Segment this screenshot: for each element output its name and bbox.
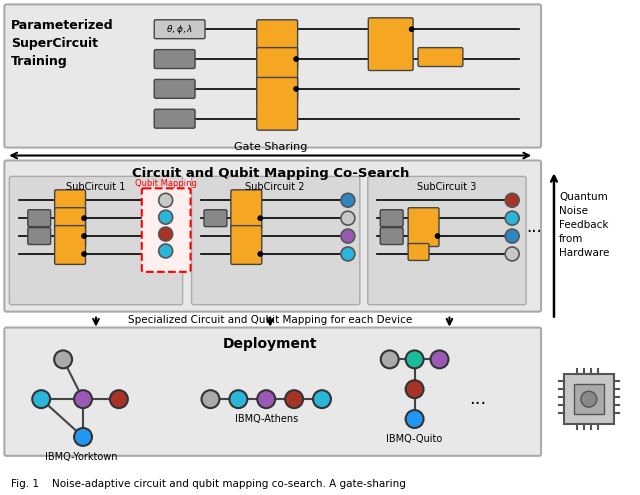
FancyBboxPatch shape (10, 176, 182, 305)
FancyBboxPatch shape (28, 210, 51, 227)
Circle shape (258, 216, 263, 221)
FancyBboxPatch shape (154, 20, 205, 39)
Circle shape (294, 56, 299, 61)
Circle shape (81, 234, 86, 239)
FancyBboxPatch shape (418, 48, 463, 66)
Text: IBMQ-Athens: IBMQ-Athens (235, 414, 298, 424)
Circle shape (435, 234, 440, 239)
Circle shape (341, 247, 355, 261)
Text: Specialized Circuit and Qubit Mapping for each Device: Specialized Circuit and Qubit Mapping fo… (128, 315, 412, 325)
Circle shape (406, 380, 424, 398)
Circle shape (229, 390, 247, 408)
FancyBboxPatch shape (142, 188, 191, 272)
Circle shape (381, 350, 399, 368)
Circle shape (431, 350, 449, 368)
Text: Gate Sharing: Gate Sharing (234, 142, 307, 151)
FancyBboxPatch shape (408, 244, 429, 260)
Circle shape (159, 244, 173, 258)
Text: Circuit and Qubit Mapping Co-Search: Circuit and Qubit Mapping Co-Search (132, 167, 409, 181)
Text: Deployment: Deployment (223, 338, 317, 351)
Circle shape (581, 391, 596, 407)
Circle shape (313, 390, 331, 408)
Circle shape (159, 194, 173, 207)
Text: Parameterized
SuperCircuit
Training: Parameterized SuperCircuit Training (12, 19, 114, 68)
Circle shape (159, 210, 173, 224)
FancyBboxPatch shape (54, 226, 86, 264)
FancyBboxPatch shape (231, 226, 262, 264)
Circle shape (406, 350, 424, 368)
Text: Quantum
Noise
Feedback
from
Hardware: Quantum Noise Feedback from Hardware (559, 192, 609, 258)
Circle shape (406, 410, 424, 428)
Circle shape (202, 390, 220, 408)
FancyBboxPatch shape (204, 210, 227, 227)
Circle shape (505, 247, 519, 261)
Text: IBMQ-Yorktown: IBMQ-Yorktown (45, 452, 117, 462)
FancyBboxPatch shape (408, 208, 439, 247)
Text: ...: ... (469, 390, 486, 408)
Circle shape (505, 194, 519, 207)
Circle shape (505, 211, 519, 225)
FancyBboxPatch shape (4, 4, 541, 148)
Text: SubCircuit 1: SubCircuit 1 (67, 182, 125, 193)
FancyBboxPatch shape (257, 77, 298, 130)
FancyBboxPatch shape (257, 20, 298, 68)
Circle shape (341, 229, 355, 243)
FancyBboxPatch shape (231, 190, 262, 229)
Circle shape (74, 428, 92, 446)
FancyBboxPatch shape (380, 228, 403, 245)
Circle shape (294, 87, 299, 92)
FancyBboxPatch shape (154, 109, 195, 128)
Circle shape (257, 390, 275, 408)
Circle shape (258, 251, 263, 256)
FancyBboxPatch shape (368, 18, 413, 70)
Circle shape (32, 390, 50, 408)
Circle shape (285, 390, 303, 408)
Text: Fig. 1    Noise-adaptive circuit and qubit mapping co-search. A gate-sharing: Fig. 1 Noise-adaptive circuit and qubit … (12, 479, 406, 489)
Circle shape (159, 227, 173, 241)
FancyBboxPatch shape (4, 160, 541, 312)
Text: IBMQ-Quito: IBMQ-Quito (387, 434, 443, 444)
Circle shape (505, 229, 519, 243)
FancyBboxPatch shape (154, 50, 195, 68)
FancyBboxPatch shape (564, 374, 614, 424)
FancyBboxPatch shape (54, 208, 86, 247)
Circle shape (54, 350, 72, 368)
FancyBboxPatch shape (257, 48, 298, 100)
Text: SubCircuit 3: SubCircuit 3 (417, 182, 476, 193)
Text: Qubit Mapping: Qubit Mapping (135, 179, 196, 188)
Circle shape (110, 390, 128, 408)
Circle shape (341, 211, 355, 225)
FancyBboxPatch shape (191, 176, 360, 305)
Circle shape (81, 216, 86, 221)
FancyBboxPatch shape (28, 228, 51, 245)
Circle shape (74, 390, 92, 408)
Circle shape (341, 194, 355, 207)
FancyBboxPatch shape (154, 80, 195, 99)
Text: SubCircuit 2: SubCircuit 2 (246, 182, 305, 193)
FancyBboxPatch shape (368, 176, 526, 305)
Circle shape (81, 251, 86, 256)
Circle shape (409, 27, 414, 32)
Text: ...: ... (526, 218, 542, 236)
Text: $\theta,\phi,\lambda$: $\theta,\phi,\lambda$ (166, 23, 193, 36)
FancyBboxPatch shape (574, 384, 604, 414)
FancyBboxPatch shape (380, 210, 403, 227)
FancyBboxPatch shape (4, 328, 541, 456)
FancyBboxPatch shape (54, 190, 86, 229)
